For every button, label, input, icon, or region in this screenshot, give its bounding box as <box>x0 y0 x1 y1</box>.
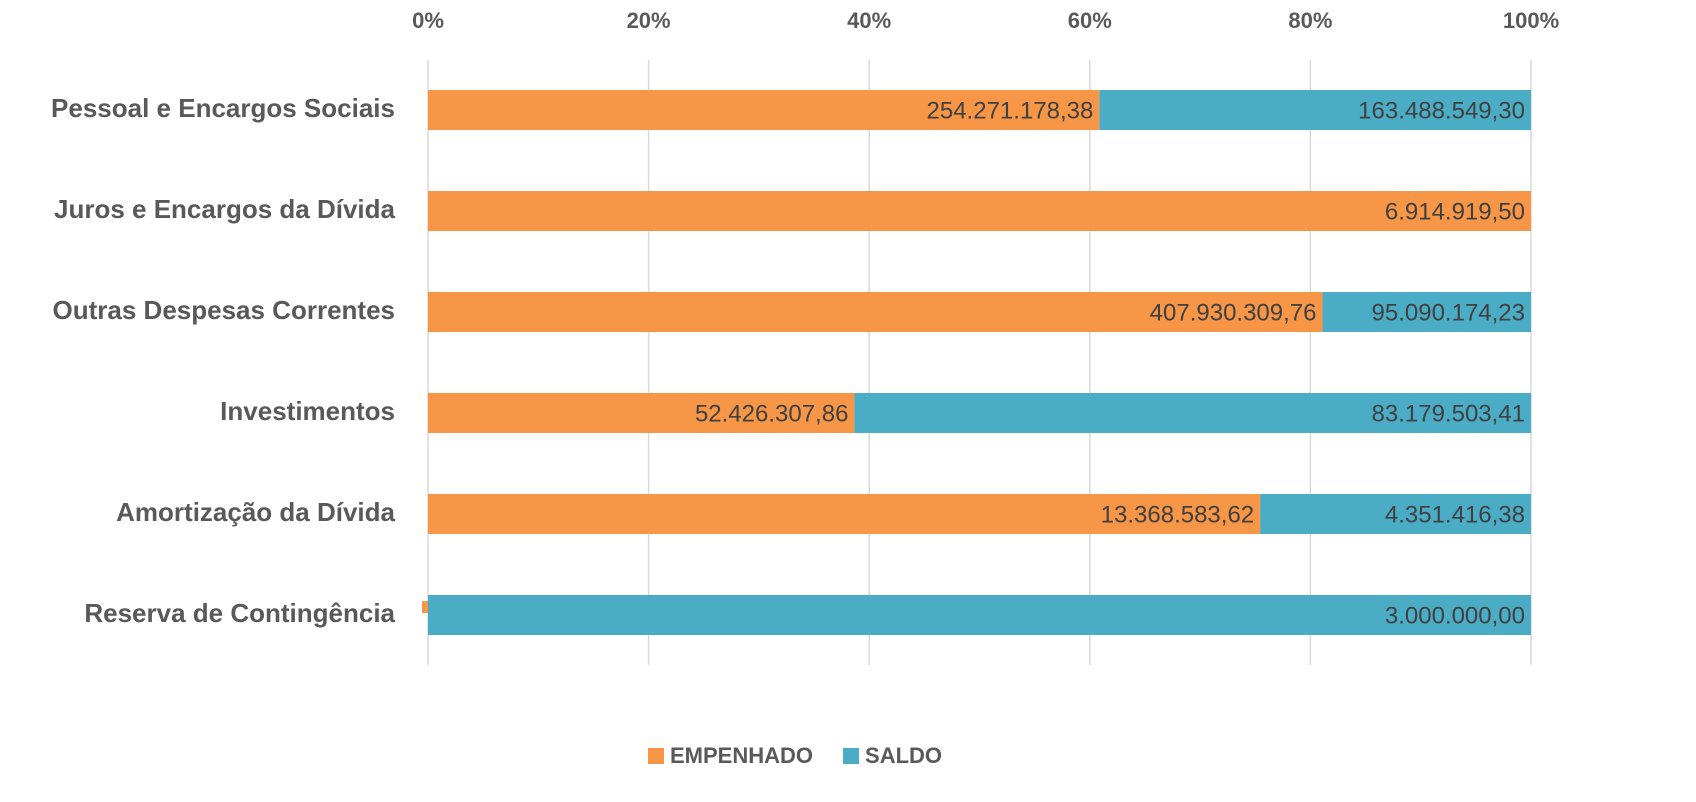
data-label: 52.426.307,86 <box>695 400 848 427</box>
bar <box>428 494 1261 534</box>
y-tick-label: Investimentos <box>220 396 395 426</box>
y-tick-label: Juros e Encargos da Dívida <box>54 194 396 224</box>
bar <box>428 191 1531 231</box>
bar <box>1322 292 1531 332</box>
legend-swatch <box>648 748 664 764</box>
bar <box>428 393 855 433</box>
legend-label: SALDO <box>865 743 942 768</box>
bar <box>854 393 1531 433</box>
x-tick-label: 60% <box>1068 8 1112 33</box>
y-tick-label: Pessoal e Encargos Sociais <box>51 93 395 123</box>
data-label: 95.090.174,23 <box>1372 299 1525 326</box>
x-tick-label: 80% <box>1288 8 1332 33</box>
bar <box>428 292 1323 332</box>
data-label: 83.179.503,41 <box>1372 400 1525 427</box>
y-tick-label: Outras Despesas Correntes <box>53 295 395 325</box>
bar <box>428 595 1531 635</box>
bar <box>428 90 1100 130</box>
data-label: 13.368.583,62 <box>1101 501 1254 528</box>
x-tick-label: 100% <box>1503 8 1559 33</box>
bar <box>1260 494 1531 534</box>
data-label: 254.271.178,38 <box>927 97 1094 124</box>
data-label: 407.930.309,76 <box>1150 299 1317 326</box>
y-tick-label: Amortização da Dívida <box>116 497 395 527</box>
x-tick-label: 40% <box>847 8 891 33</box>
legend-swatch <box>843 748 860 764</box>
data-label: 163.488.549,30 <box>1358 97 1525 124</box>
y-tick-label: Reserva de Contingência <box>84 598 395 628</box>
x-tick-label: 20% <box>627 8 671 33</box>
data-label: 3.000.000,00 <box>1385 602 1525 629</box>
data-label: 6.914.919,50 <box>1385 198 1525 225</box>
bar <box>1099 90 1531 130</box>
legend-label: EMPENHADO <box>670 743 813 768</box>
x-tick-label: 0% <box>412 8 444 33</box>
data-label: 4.351.416,38 <box>1385 501 1525 528</box>
